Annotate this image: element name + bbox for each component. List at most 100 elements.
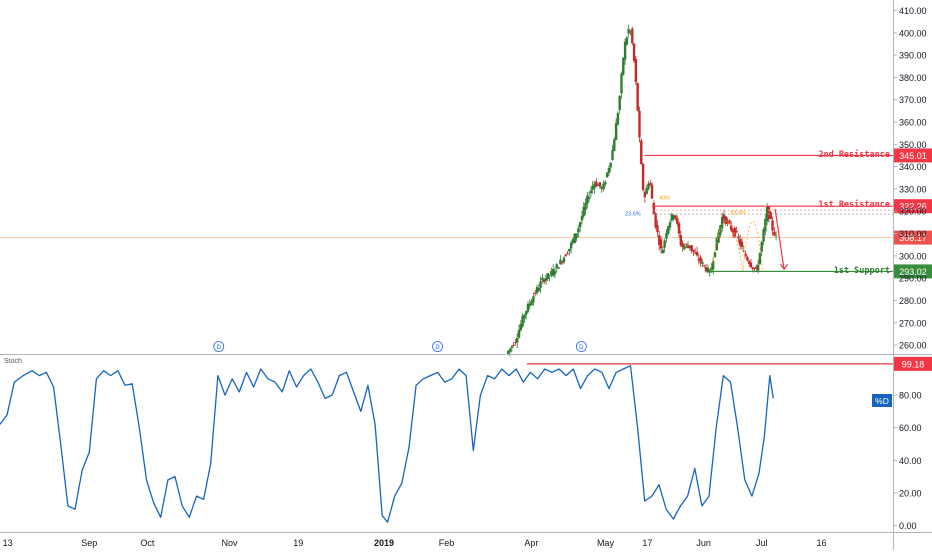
dividend-marker-label: D <box>435 345 440 351</box>
resistance1-label[interactable]: 1st Resistance <box>818 199 890 210</box>
price-tick-label: 310.00 <box>899 229 927 239</box>
candle-body <box>596 185 600 187</box>
candle-body <box>508 348 512 352</box>
price-tick-label: 340.00 <box>899 162 927 172</box>
fib-arc <box>710 221 744 272</box>
dividend-marker[interactable] <box>432 341 443 352</box>
stoch-level-label: 99.18 <box>902 359 925 369</box>
candle-body <box>738 239 742 246</box>
candle-body <box>636 82 639 111</box>
candle-body <box>659 239 663 249</box>
pct-d-badge-bg <box>872 394 892 407</box>
candle-body <box>647 183 650 190</box>
candle-body <box>542 279 546 283</box>
candle-body <box>613 139 616 152</box>
level-value-badge <box>894 148 932 163</box>
candle-body <box>674 215 677 218</box>
candle-body <box>670 213 674 221</box>
x-tick-label: Apr <box>524 538 538 548</box>
candle-body <box>611 150 614 160</box>
candle-body <box>708 270 711 273</box>
candle-body <box>722 214 726 220</box>
candle-body <box>533 292 537 294</box>
candle-body <box>510 346 514 349</box>
price-tick-label: 270.00 <box>899 318 927 328</box>
stoch-tick-label: 20.00 <box>899 488 922 498</box>
x-tick-label: 16 <box>817 538 827 548</box>
candle-body <box>735 230 738 233</box>
candle-body <box>514 342 517 343</box>
fib-arc <box>742 220 763 272</box>
fib-label: 23.6% <box>625 212 641 218</box>
candle-body <box>704 267 708 272</box>
candle-body <box>609 162 612 168</box>
candle-body <box>546 273 549 280</box>
candle-body <box>663 240 666 248</box>
stoch-level-badge <box>894 356 932 371</box>
price-tick-label: 390.00 <box>899 51 927 61</box>
candle-body <box>593 183 596 189</box>
level-value-badge <box>894 264 932 279</box>
candle-body <box>774 235 778 237</box>
candle-body <box>764 218 767 232</box>
candle-body <box>661 249 665 254</box>
candle-body <box>676 218 679 224</box>
candle-body <box>605 172 609 178</box>
price-tick-label: 300.00 <box>899 251 927 261</box>
price-tick-label: 320.00 <box>899 207 927 217</box>
candle-body <box>530 301 533 306</box>
candle-body <box>618 96 621 111</box>
price-tick-label: 280.00 <box>899 296 927 306</box>
candle-body <box>544 278 548 281</box>
price-pane: 345.01 322.26 293.02 308.17 23.6% 40% 61.8% D D D <box>0 24 932 357</box>
candle-body <box>548 275 551 277</box>
candle-body <box>614 123 618 140</box>
candle-body <box>650 184 654 199</box>
candle-body <box>620 73 623 94</box>
price-tick-label: 410.00 <box>899 6 927 16</box>
candle-body <box>600 187 603 189</box>
support1-label[interactable]: 1st Support <box>834 266 890 276</box>
candle-body <box>753 267 756 269</box>
dividend-marker[interactable] <box>575 341 587 352</box>
candle-body <box>658 235 661 245</box>
dividend-marker[interactable] <box>213 341 225 352</box>
candle-body <box>562 257 566 263</box>
candle-body <box>692 249 695 252</box>
candle-body <box>638 110 641 138</box>
candle-body <box>627 28 630 34</box>
candle-body <box>740 241 744 247</box>
pct-d-badge: %D <box>875 396 889 406</box>
candle-body <box>525 311 528 315</box>
candle-body <box>516 338 519 343</box>
candle-body <box>551 269 555 276</box>
candle-body <box>672 215 675 220</box>
resistance2-label[interactable]: 2nd Resistance <box>818 149 890 160</box>
x-tick-label: 17 <box>642 538 652 548</box>
stoch-tick-label: 80.00 <box>899 391 922 401</box>
candle-body <box>625 37 629 45</box>
x-tick-label: Jun <box>696 538 711 548</box>
candle-body <box>645 188 648 195</box>
level-value-badge <box>894 199 932 214</box>
candle-body <box>598 182 602 187</box>
price-tick-label: 260.00 <box>899 341 927 351</box>
candle-body <box>742 251 745 252</box>
candle-body <box>706 267 709 272</box>
candle-body <box>519 323 523 331</box>
candle-body <box>526 303 530 312</box>
candle-body <box>731 229 735 233</box>
x-tick-label: Oct <box>140 538 155 548</box>
candle-body <box>604 181 607 185</box>
candle-body <box>632 43 636 61</box>
dividend-marker-label: D <box>217 345 222 351</box>
candle-body <box>686 245 690 249</box>
x-tick-label: Nov <box>221 538 238 548</box>
candle-body <box>507 350 510 355</box>
candle-body <box>667 226 670 234</box>
x-tick-label: 19 <box>293 538 303 548</box>
candle-body <box>539 281 542 288</box>
fib-label: 40% <box>659 196 670 202</box>
candle-body <box>720 216 724 229</box>
